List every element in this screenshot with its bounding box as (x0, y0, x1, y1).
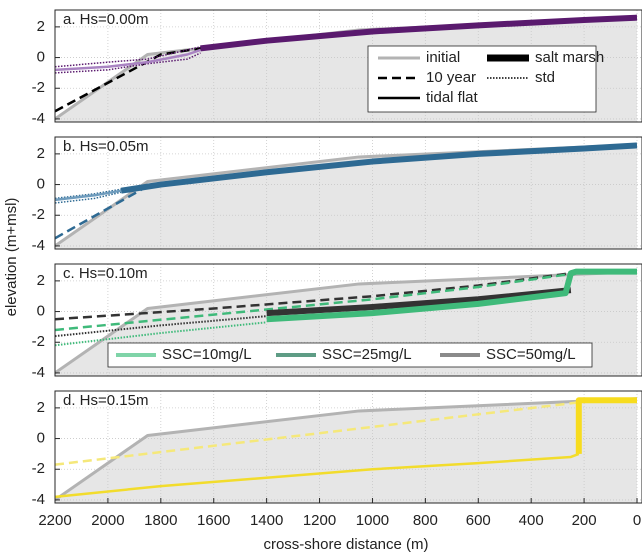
line (55, 188, 122, 200)
y-tick-label: 0 (37, 176, 45, 193)
panel-title: d. Hs=0.15m (63, 392, 148, 409)
area (55, 398, 637, 503)
y-tick-label: -4 (32, 491, 45, 508)
line (55, 48, 201, 72)
legend-box (107, 342, 593, 368)
x-tick-label: 0 (633, 512, 641, 529)
legend-label: std (535, 69, 555, 86)
y-tick-label: -2 (32, 79, 45, 96)
y-tick-label: -4 (32, 364, 45, 381)
line (266, 287, 572, 317)
plot-frame (54, 136, 642, 250)
x-tick-label: 1800 (144, 512, 177, 529)
x-tick-label: 200 (572, 512, 597, 529)
line (55, 315, 267, 338)
line (55, 185, 149, 240)
legend-label: SSC=25mg/L (322, 346, 412, 363)
x-tick-label: 1200 (303, 512, 336, 529)
line (55, 397, 638, 502)
plot-frame (54, 9, 642, 123)
line (55, 189, 122, 202)
line (55, 321, 267, 347)
x-tick-label: 400 (519, 512, 544, 529)
x-axis-label: cross-shore distance (m) (263, 536, 428, 553)
legend-label: 10 year (426, 69, 476, 86)
panel-title: b. Hs=0.05m (63, 138, 148, 155)
legend-label: tidal flat (426, 89, 479, 106)
line (55, 271, 572, 321)
x-tick-label: 2000 (91, 512, 124, 529)
legend-label: initial (426, 49, 460, 66)
x-tick-label: 1600 (197, 512, 230, 529)
line (55, 400, 585, 466)
line (575, 397, 637, 454)
area (55, 144, 637, 249)
y-tick-label: -2 (32, 333, 45, 350)
plot-frame (54, 263, 642, 377)
y-axis-label: elevation (m+msl) (3, 198, 20, 317)
line (55, 191, 122, 204)
line (200, 14, 638, 52)
y-tick-label: 2 (37, 145, 45, 162)
y-tick-label: -4 (32, 237, 45, 254)
y-tick-label: 0 (37, 303, 45, 320)
line (55, 16, 638, 113)
y-tick-label: 2 (37, 18, 45, 35)
legend-label: salt marsh (535, 49, 604, 66)
y-tick-label: -4 (32, 110, 45, 127)
x-tick-label: 1400 (250, 512, 283, 529)
line (120, 142, 638, 194)
x-tick-label: 600 (466, 512, 491, 529)
plot-area (55, 137, 642, 249)
y-tick-label: -2 (32, 460, 45, 477)
x-tick-label: 2200 (38, 512, 71, 529)
x-tick-label: 800 (413, 512, 438, 529)
line (55, 452, 580, 499)
line (55, 270, 638, 375)
line (55, 272, 572, 332)
legend-label: SSC=50mg/L (486, 346, 576, 363)
y-tick-label: 0 (37, 430, 45, 447)
panel-title: c. Hs=0.10m (63, 265, 148, 282)
legend-label: SSC=10mg/L (162, 346, 252, 363)
panel-title: a. Hs=0.00m (63, 11, 148, 28)
y-tick-label: 2 (37, 272, 45, 289)
y-tick-label: 0 (37, 49, 45, 66)
y-tick-label: -2 (32, 206, 45, 223)
line (266, 268, 637, 323)
plot-frame (54, 390, 642, 504)
plot-area (55, 391, 642, 503)
line (55, 46, 201, 68)
x-tick-label: 1000 (356, 512, 389, 529)
line (55, 52, 201, 74)
y-tick-label: 2 (37, 399, 45, 416)
